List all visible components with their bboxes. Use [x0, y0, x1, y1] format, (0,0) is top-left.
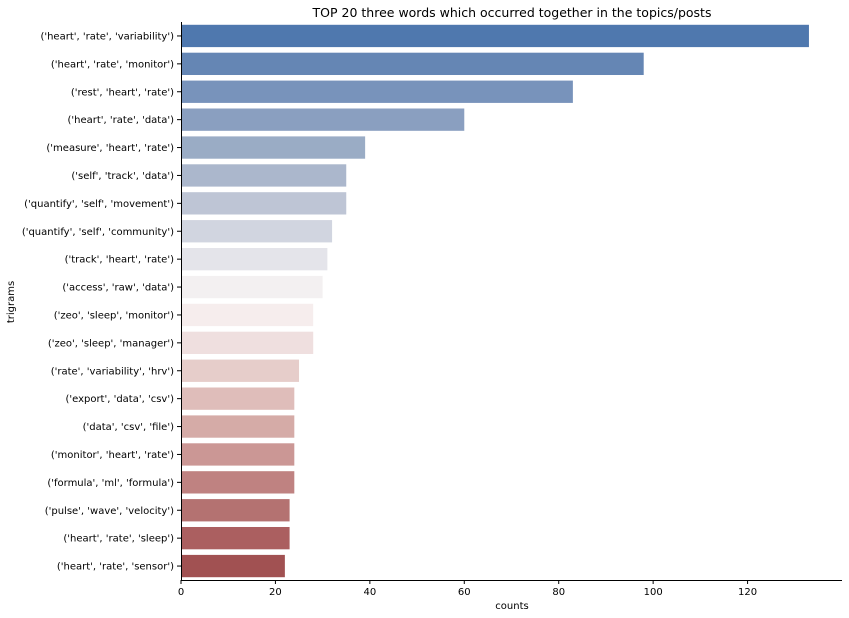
y-tick-label: ('measure', 'heart', 'rate')	[46, 143, 174, 154]
x-tick-label: 120	[738, 587, 757, 598]
bar	[181, 220, 333, 243]
y-tick-label: ('heart', 'rate', 'sensor')	[57, 562, 174, 573]
bar	[181, 471, 295, 494]
bar	[181, 359, 300, 382]
bar	[181, 303, 314, 327]
bar	[181, 108, 465, 131]
y-tick-label: ('quantify', 'self', 'community')	[22, 227, 174, 238]
y-tick-label: ('heart', 'rate', 'sleep')	[63, 534, 174, 545]
y-tick-labels: ('heart', 'rate', 'variability') ('heart'…	[22, 31, 181, 573]
x-tick-label: 40	[363, 587, 376, 598]
y-tick-label: ('quantify', 'self', 'movement')	[24, 199, 174, 210]
bar	[181, 136, 366, 159]
y-tick-label: ('zeo', 'sleep', 'monitor')	[54, 310, 174, 321]
x-tick-label: 60	[458, 587, 471, 598]
y-tick-label: ('self', 'track', 'data')	[71, 171, 174, 182]
y-tick-label: ('heart', 'rate', 'variability')	[40, 31, 174, 42]
y-tick-label: ('heart', 'rate', 'data')	[68, 115, 175, 126]
x-tick-label: 0	[178, 587, 184, 598]
chart-title: TOP 20 three words which occurred togeth…	[312, 5, 712, 20]
y-tick-label: ('heart', 'rate', 'monitor')	[51, 59, 174, 70]
bar	[181, 387, 295, 410]
bar	[181, 415, 295, 438]
x-tick-label: 100	[644, 587, 663, 598]
y-tick-label: ('track', 'heart', 'rate')	[65, 255, 175, 266]
y-tick-label: ('data', 'csv', 'file')	[83, 422, 174, 433]
bar	[181, 443, 295, 466]
y-tick-label: ('monitor', 'heart', 'rate')	[51, 450, 174, 461]
bars-group	[181, 24, 809, 578]
y-tick-label: ('export', 'data', 'csv')	[65, 394, 174, 405]
x-tick-label: 80	[552, 587, 565, 598]
bar	[181, 526, 290, 550]
y-tick-label: ('access', 'raw', 'data')	[62, 283, 174, 294]
bar	[181, 247, 328, 271]
bar	[181, 499, 290, 522]
bar	[181, 554, 285, 578]
y-tick-label: ('formula', 'ml', 'formula')	[47, 478, 174, 489]
y-tick-label: ('rate', 'variability', 'hrv')	[51, 366, 174, 377]
bar	[181, 275, 323, 299]
y-tick-label: ('pulse', 'wave', 'velocity')	[45, 506, 174, 517]
x-tick-label: 20	[269, 587, 282, 598]
x-axis-label: counts	[495, 601, 528, 612]
bar	[181, 24, 809, 48]
bar	[181, 331, 314, 355]
bar	[181, 80, 573, 103]
y-tick-label: ('zeo', 'sleep', 'manager')	[48, 338, 174, 349]
x-ticks: 0 20 40 60 80 100 120	[178, 580, 757, 598]
y-axis-label: trigrams	[6, 281, 17, 323]
bar	[181, 52, 644, 76]
y-tick-label: ('rest', 'heart', 'rate')	[71, 87, 174, 98]
bar	[181, 192, 347, 215]
bar	[181, 164, 347, 187]
